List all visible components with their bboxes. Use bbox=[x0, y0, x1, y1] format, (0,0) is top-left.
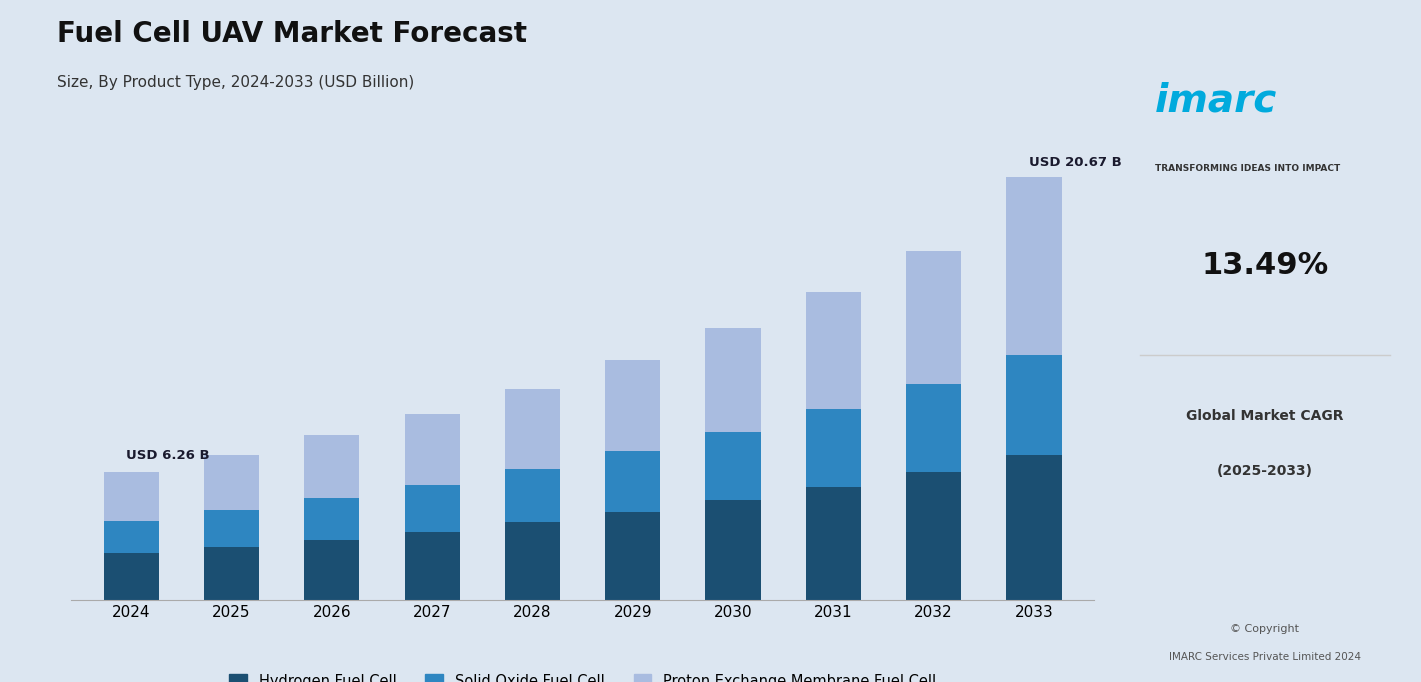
Bar bbox=[405, 413, 460, 484]
Bar bbox=[1006, 455, 1061, 600]
Text: 13.49%: 13.49% bbox=[1201, 252, 1329, 280]
Bar bbox=[907, 251, 961, 384]
Text: Global Market CAGR: Global Market CAGR bbox=[1187, 409, 1343, 424]
Bar bbox=[205, 455, 259, 510]
Bar bbox=[405, 484, 460, 532]
Bar bbox=[104, 472, 159, 521]
Bar bbox=[205, 547, 259, 600]
Bar bbox=[907, 472, 961, 600]
Bar bbox=[1006, 177, 1061, 355]
Bar bbox=[705, 501, 760, 600]
Text: (2025-2033): (2025-2033) bbox=[1216, 464, 1313, 478]
Text: USD 20.67 B: USD 20.67 B bbox=[1029, 156, 1121, 169]
Bar bbox=[304, 498, 360, 539]
Text: IMARC Services Private Limited 2024: IMARC Services Private Limited 2024 bbox=[1168, 651, 1361, 662]
Text: imarc: imarc bbox=[1155, 82, 1277, 120]
Bar bbox=[504, 522, 560, 600]
Bar bbox=[806, 292, 861, 409]
Text: © Copyright: © Copyright bbox=[1231, 624, 1299, 634]
Bar bbox=[605, 451, 661, 512]
Bar bbox=[907, 384, 961, 472]
Bar bbox=[605, 360, 661, 451]
Bar bbox=[504, 389, 560, 469]
Bar bbox=[104, 521, 159, 553]
Bar bbox=[705, 329, 760, 432]
Bar bbox=[705, 432, 760, 501]
Bar bbox=[806, 487, 861, 600]
Bar bbox=[1006, 355, 1061, 455]
Bar bbox=[605, 512, 661, 600]
Bar bbox=[504, 469, 560, 522]
Text: Size, By Product Type, 2024-2033 (USD Billion): Size, By Product Type, 2024-2033 (USD Bi… bbox=[57, 75, 414, 90]
Bar bbox=[104, 553, 159, 600]
Bar bbox=[304, 436, 360, 498]
Bar bbox=[304, 539, 360, 600]
Legend: Hydrogen Fuel Cell, Solid Oxide Fuel Cell, Proton Exchange Membrane Fuel Cell: Hydrogen Fuel Cell, Solid Oxide Fuel Cel… bbox=[222, 666, 944, 682]
Bar bbox=[405, 532, 460, 600]
Text: TRANSFORMING IDEAS INTO IMPACT: TRANSFORMING IDEAS INTO IMPACT bbox=[1155, 164, 1340, 173]
Bar bbox=[205, 510, 259, 547]
Text: Fuel Cell UAV Market Forecast: Fuel Cell UAV Market Forecast bbox=[57, 20, 527, 48]
Bar bbox=[806, 409, 861, 487]
Text: USD 6.26 B: USD 6.26 B bbox=[126, 449, 210, 462]
